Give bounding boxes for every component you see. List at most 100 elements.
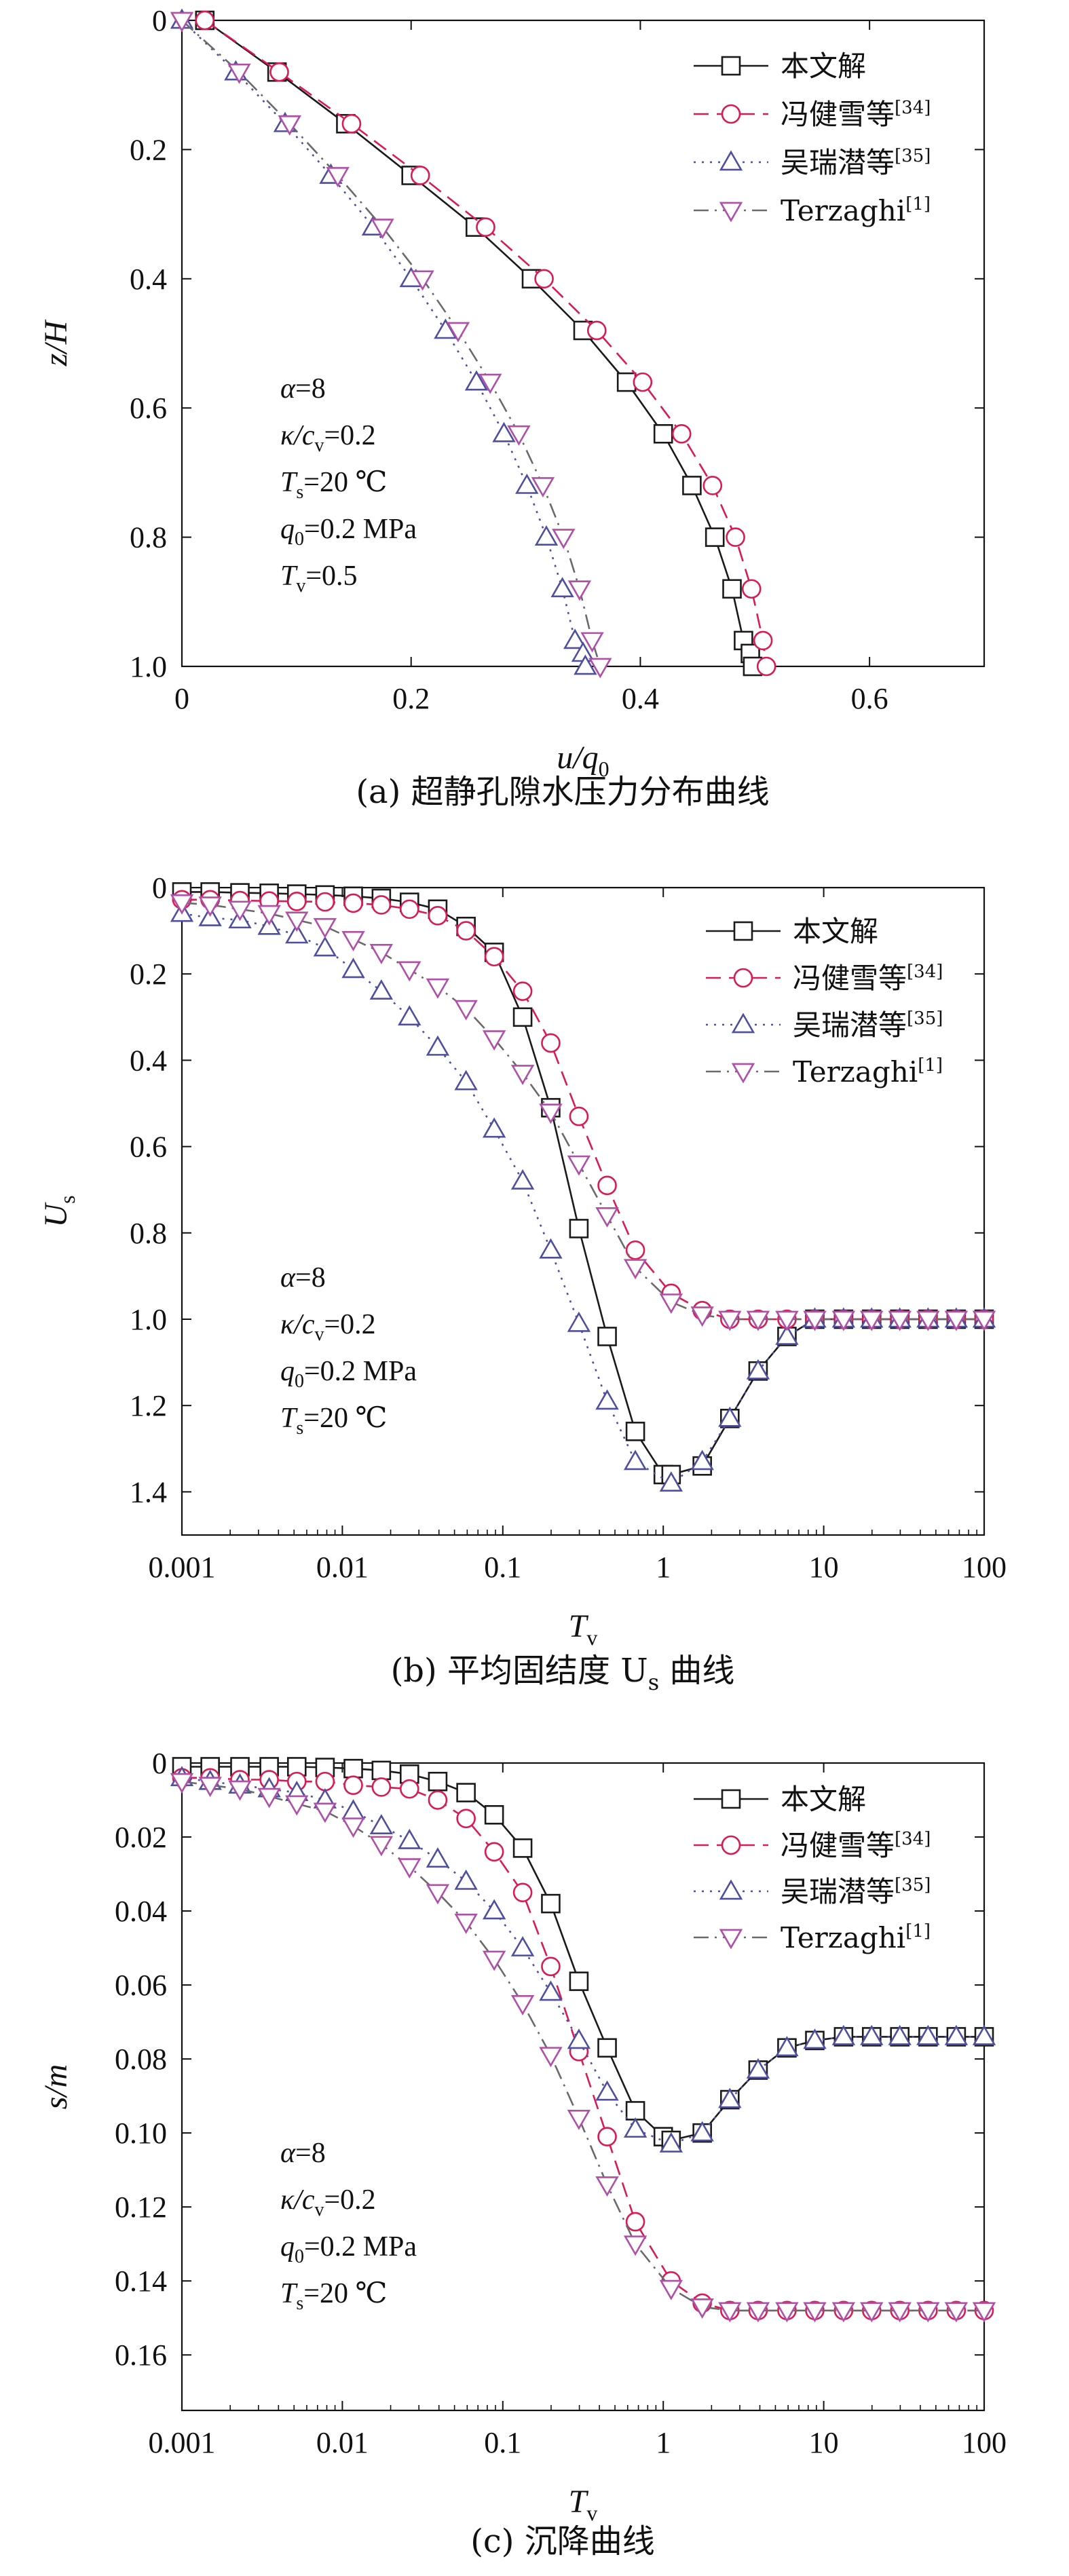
data-point xyxy=(446,322,470,343)
data-point xyxy=(313,1802,337,1823)
param-value: =0.2 MPa xyxy=(304,514,417,545)
data-point xyxy=(972,2302,996,2323)
data-point xyxy=(343,1775,363,1796)
y-axis-label-main: s/m xyxy=(38,2064,74,2110)
data-point xyxy=(775,1324,799,1345)
param-symbol-2: /c xyxy=(293,1309,315,1340)
param-symbol: T xyxy=(280,467,298,498)
data-point xyxy=(916,1310,940,1331)
param-line: q0=0.2 MPa xyxy=(280,1356,417,1392)
data-point xyxy=(705,527,725,547)
x-tick-label: 0.2 xyxy=(392,682,430,715)
legend-label-text: 冯健雪等 xyxy=(793,962,907,995)
y-tick-label: 0.4 xyxy=(130,263,167,296)
legend-label: 本文解 xyxy=(793,915,878,948)
data-point xyxy=(580,632,604,653)
data-point xyxy=(623,1450,648,1471)
data-point xyxy=(726,527,745,547)
data-point xyxy=(916,2302,940,2323)
legend-label: 吴瑞潜等[35] xyxy=(781,1875,931,1908)
data-point xyxy=(228,901,252,922)
param-symbol: T xyxy=(280,1403,298,1434)
data-point xyxy=(888,2302,912,2323)
data-point xyxy=(623,2117,648,2138)
legend-label-ref: [34] xyxy=(895,1829,931,1849)
x-tick-label: 0.01 xyxy=(316,1551,369,1584)
x-tick-label: 0.6 xyxy=(851,682,888,715)
data-point xyxy=(916,2024,940,2045)
data-point xyxy=(682,476,702,495)
x-axis-label-main: u/q xyxy=(557,740,598,776)
x-axis-label-main: T xyxy=(569,2484,589,2520)
data-point xyxy=(456,1808,476,1829)
param-subscript: s xyxy=(296,2293,303,2314)
param-subscript: 0 xyxy=(295,1371,304,1392)
chart-panel-b: 0.001 0.01 0.1 1 10 100 0 0.2 0.4 0.6 0.8 1.0 1.2 1.4… xyxy=(38,871,1007,1695)
data-point xyxy=(746,2058,770,2079)
data-point xyxy=(426,978,450,999)
legend-marker xyxy=(719,1929,743,1950)
data-point xyxy=(479,373,502,394)
legend-marker xyxy=(719,150,743,171)
data-point xyxy=(454,1000,478,1021)
param-subscript: v xyxy=(296,575,305,596)
legend-label: 本文解 xyxy=(781,50,866,83)
data-point xyxy=(567,580,592,601)
data-point xyxy=(659,2132,683,2153)
data-point xyxy=(369,1836,394,1857)
param-symbol: κ xyxy=(280,1309,295,1340)
param-value: =0.2 xyxy=(324,1309,375,1340)
data-point xyxy=(803,2302,827,2323)
data-point xyxy=(574,654,597,675)
chart-panel-a: 0 0.2 0.4 0.600.20.40.60.81.0u/q0z/H本文解冯健雪等… xyxy=(38,4,986,811)
data-point xyxy=(482,1950,506,1971)
data-point xyxy=(510,1169,535,1190)
data-point xyxy=(595,1389,619,1410)
param-symbol-2: /c xyxy=(293,2184,315,2216)
data-point xyxy=(341,958,365,979)
legend-marker xyxy=(731,1063,755,1084)
x-axis-label-sub: 0 xyxy=(599,757,609,781)
data-point xyxy=(567,1155,591,1176)
y-axis-label: z/H xyxy=(38,319,74,366)
y-tick-label: 0.2 xyxy=(130,958,167,991)
data-point xyxy=(944,2024,969,2045)
y-tick-label: 0.6 xyxy=(130,392,167,425)
data-point xyxy=(371,219,394,240)
x-axis-label-sub: v xyxy=(586,2501,597,2525)
data-point xyxy=(746,2302,770,2323)
data-point xyxy=(195,10,215,31)
param-symbol: α xyxy=(280,1262,296,1293)
data-point xyxy=(510,1994,535,2015)
x-tick-label: 0.001 xyxy=(149,2426,216,2459)
x-tick-label: 0.4 xyxy=(622,682,659,715)
data-point xyxy=(718,1406,742,1427)
param-line: α=8 xyxy=(280,373,326,404)
legend-marker xyxy=(721,1789,741,1809)
data-point xyxy=(722,579,742,599)
data-point xyxy=(482,1030,506,1051)
data-point xyxy=(539,1103,563,1124)
data-point xyxy=(313,936,337,957)
data-point xyxy=(597,2038,617,2058)
data-point xyxy=(831,1310,856,1331)
data-point xyxy=(492,421,516,442)
x-axis-label: Tv xyxy=(569,1608,598,1650)
data-point xyxy=(567,2028,591,2049)
data-point xyxy=(972,2024,996,2045)
data-point xyxy=(371,895,392,915)
data-point xyxy=(569,1219,589,1238)
data-point xyxy=(510,1065,535,1086)
data-point xyxy=(512,981,533,1001)
x-tick-label: 10 xyxy=(809,1551,839,1584)
data-point xyxy=(550,577,574,598)
plot-frame xyxy=(181,886,986,1536)
param-symbol: κ xyxy=(280,2184,295,2216)
data-point xyxy=(539,2047,563,2068)
data-point xyxy=(718,2087,742,2108)
data-point xyxy=(595,2080,619,2101)
y-axis-label: Us xyxy=(38,1195,79,1227)
